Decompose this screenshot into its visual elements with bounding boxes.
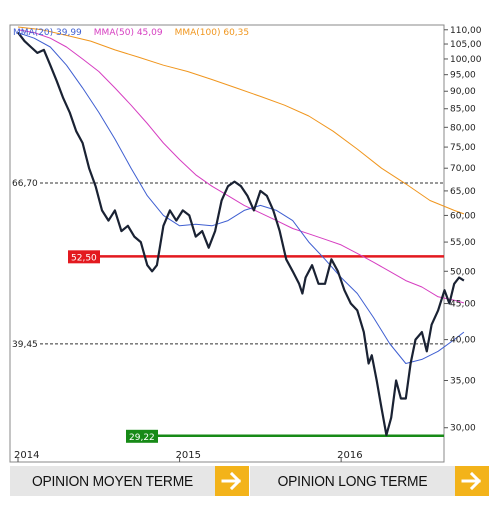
y-tick-label: 80,00: [450, 123, 476, 133]
resistance-label: 52,50: [71, 253, 97, 263]
y-tick-label: 50,00: [450, 267, 476, 277]
y-tick-label: 100,00: [450, 55, 482, 65]
x-tick-label: 2014: [14, 450, 39, 461]
legend-item: MMA(20) 39,99: [13, 28, 82, 38]
series-layer: [17, 26, 465, 437]
y-tick-label: 70,00: [450, 164, 476, 174]
y-tick-label: 105,00: [450, 40, 482, 50]
opinion-long-term-button[interactable]: OPINION LONG TERME: [250, 466, 490, 496]
resistance-label-box: [68, 250, 100, 264]
series-mma-50: [17, 29, 465, 304]
support-label-box: [126, 429, 158, 443]
price-series: [17, 31, 465, 437]
arrow-right-icon[interactable]: [455, 466, 489, 496]
legend-item: MMA(100) 60,35: [175, 28, 250, 38]
y-tick-label: 65,00: [450, 187, 476, 197]
legend: MMA(20) 39,99 MMA(50) 45,09 MMA(100) 60,35: [13, 28, 249, 38]
series-mma-100: [17, 26, 465, 215]
y-tick-label: 45,00: [450, 300, 476, 310]
price-chart: 66,70 52,50 39,45 29,22 30,00 35,00 40,00 45,0…: [9, 24, 482, 463]
y-tick-label: 60,00: [450, 211, 476, 221]
opinion-medium-term-button[interactable]: OPINION MOYEN TERME: [10, 466, 250, 496]
y-tick-label: 35,00: [450, 377, 476, 387]
opinion-medium-term-label: OPINION MOYEN TERME: [31, 472, 194, 490]
x-tick-label: 2015: [176, 450, 201, 461]
arrow-right-icon[interactable]: [215, 466, 249, 496]
opinion-bar: OPINION MOYEN TERME OPINION LONG TERME: [10, 466, 490, 496]
series-mma-20: [17, 32, 465, 364]
y-tick-label: 110,00: [450, 26, 482, 36]
x-tick-label: 2016: [337, 450, 362, 461]
y-tick-label: 55,00: [450, 238, 476, 248]
y-tick-label: 40,00: [450, 336, 476, 346]
level-label: 39,45: [12, 340, 38, 350]
level-label: 66,70: [12, 179, 38, 189]
opinion-long-term-label: OPINION LONG TERME: [277, 472, 428, 490]
y-tick-label: 30,00: [450, 424, 476, 434]
levels-layer: 66,70 52,50 39,45 29,22: [12, 179, 444, 443]
plot-frame: [9, 24, 445, 463]
x-axis: 2014 2015 2016: [14, 450, 363, 462]
support-label: 29,22: [129, 433, 155, 443]
y-tick-label: 90,00: [450, 87, 476, 97]
y-tick-label: 85,00: [450, 105, 476, 115]
y-axis: 30,00 35,00 40,00 45,00 50,00 55,00 60,00 65,00…: [444, 26, 482, 434]
y-tick-label: 75,00: [450, 143, 476, 153]
y-tick-label: 95,00: [450, 71, 476, 81]
legend-item: MMA(50) 45,09: [94, 28, 163, 38]
